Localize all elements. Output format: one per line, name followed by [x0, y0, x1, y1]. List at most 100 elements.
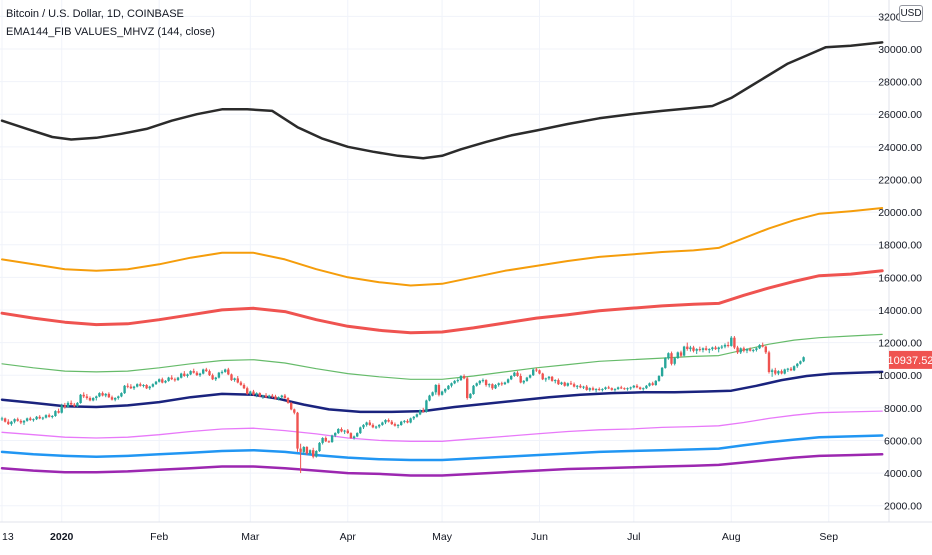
- candle: [538, 369, 541, 375]
- candle: [340, 427, 343, 433]
- candle: [312, 447, 315, 459]
- currency-button[interactable]: USD: [899, 5, 923, 22]
- price-axis[interactable]: 2000.00 4000.00 6000.00 8000.00 10000.00 1200…: [878, 11, 922, 512]
- candle: [79, 393, 82, 404]
- candle: [35, 415, 38, 421]
- candle: [73, 402, 76, 407]
- candle: [481, 378, 485, 383]
- time-tick-label: Jun: [531, 531, 548, 543]
- candle: [129, 384, 133, 390]
- candle: [334, 432, 337, 438]
- candle: [132, 385, 136, 390]
- candle: [25, 417, 29, 422]
- candle: [591, 386, 595, 391]
- candle: [396, 424, 400, 429]
- candle: [594, 388, 598, 393]
- candle: [95, 395, 98, 401]
- candle: [170, 375, 173, 381]
- candle: [120, 392, 123, 398]
- candle: [98, 392, 101, 398]
- candle: [293, 408, 296, 415]
- candle: [475, 382, 478, 387]
- candle: [733, 336, 736, 350]
- price-tick-label: 22000.00: [878, 174, 922, 186]
- candle: [305, 446, 309, 456]
- candle: [145, 384, 148, 390]
- candle: [547, 376, 551, 381]
- candle: [70, 400, 73, 406]
- candle: [346, 429, 349, 434]
- candle: [425, 399, 428, 413]
- candle: [585, 384, 588, 391]
- candle: [792, 365, 796, 372]
- candle: [748, 347, 752, 352]
- candle: [780, 369, 783, 375]
- candle: [22, 420, 26, 425]
- candle: [255, 392, 258, 398]
- candle: [246, 386, 249, 395]
- candle: [440, 390, 444, 396]
- candle: [299, 443, 302, 474]
- time-tick-label: Sep: [819, 531, 838, 543]
- candle: [720, 345, 723, 350]
- candle: [736, 345, 739, 354]
- candle: [613, 388, 617, 392]
- candle: [488, 383, 491, 388]
- candle: [161, 377, 164, 384]
- symbol-title[interactable]: Bitcoin / U.S. Dollar, 1D, COINBASE: [6, 8, 184, 20]
- candle: [368, 420, 371, 426]
- candle: [708, 348, 711, 354]
- price-tick-label: 12000.00: [878, 338, 922, 350]
- candle: [32, 418, 35, 422]
- candle: [437, 383, 441, 397]
- candle: [227, 367, 230, 376]
- candle: [711, 346, 714, 351]
- candle: [29, 416, 32, 421]
- candle: [544, 377, 547, 382]
- time-axis[interactable]: 13 2020 Feb Mar Apr May Jun Jul Aug Sep: [2, 531, 838, 543]
- ema-fib-line-6: [1, 410, 883, 442]
- candle: [513, 371, 516, 377]
- candle: [642, 387, 645, 391]
- candle: [378, 424, 381, 429]
- candle: [764, 345, 767, 354]
- candle: [698, 346, 701, 352]
- price-tick-label: 6000.00: [884, 435, 922, 447]
- ema-fib-line-2: [1, 207, 884, 287]
- candle: [616, 386, 620, 390]
- candle: [41, 416, 45, 421]
- candle: [324, 436, 327, 443]
- candle: [403, 420, 406, 424]
- price-tick-label: 16000.00: [878, 272, 922, 284]
- candle: [761, 342, 764, 348]
- candle: [635, 384, 639, 389]
- candle: [406, 419, 409, 424]
- candle: [57, 408, 60, 414]
- candle: [802, 356, 805, 363]
- candle: [205, 367, 208, 372]
- ema-fib-line-3: [0, 269, 884, 335]
- candle: [280, 394, 283, 399]
- candle: [195, 371, 199, 377]
- candle: [136, 383, 139, 388]
- candle: [550, 376, 554, 382]
- candle: [783, 368, 786, 375]
- candle: [38, 415, 41, 420]
- candle: [535, 367, 538, 372]
- candle: [176, 376, 180, 381]
- candle: [450, 382, 453, 388]
- candle: [123, 384, 126, 394]
- price-tick-label: 8000.00: [884, 403, 922, 415]
- candle: [343, 429, 346, 434]
- candle: [7, 419, 10, 425]
- candle: [192, 368, 195, 374]
- ema-fib-line-1: [0, 41, 884, 160]
- indicator-legend[interactable]: EMA144_FIB VALUES_MHVZ (144, close): [6, 26, 215, 38]
- candle: [236, 376, 239, 384]
- candle: [604, 386, 607, 390]
- candle: [327, 440, 331, 443]
- candle: [620, 385, 623, 390]
- candle: [777, 370, 780, 376]
